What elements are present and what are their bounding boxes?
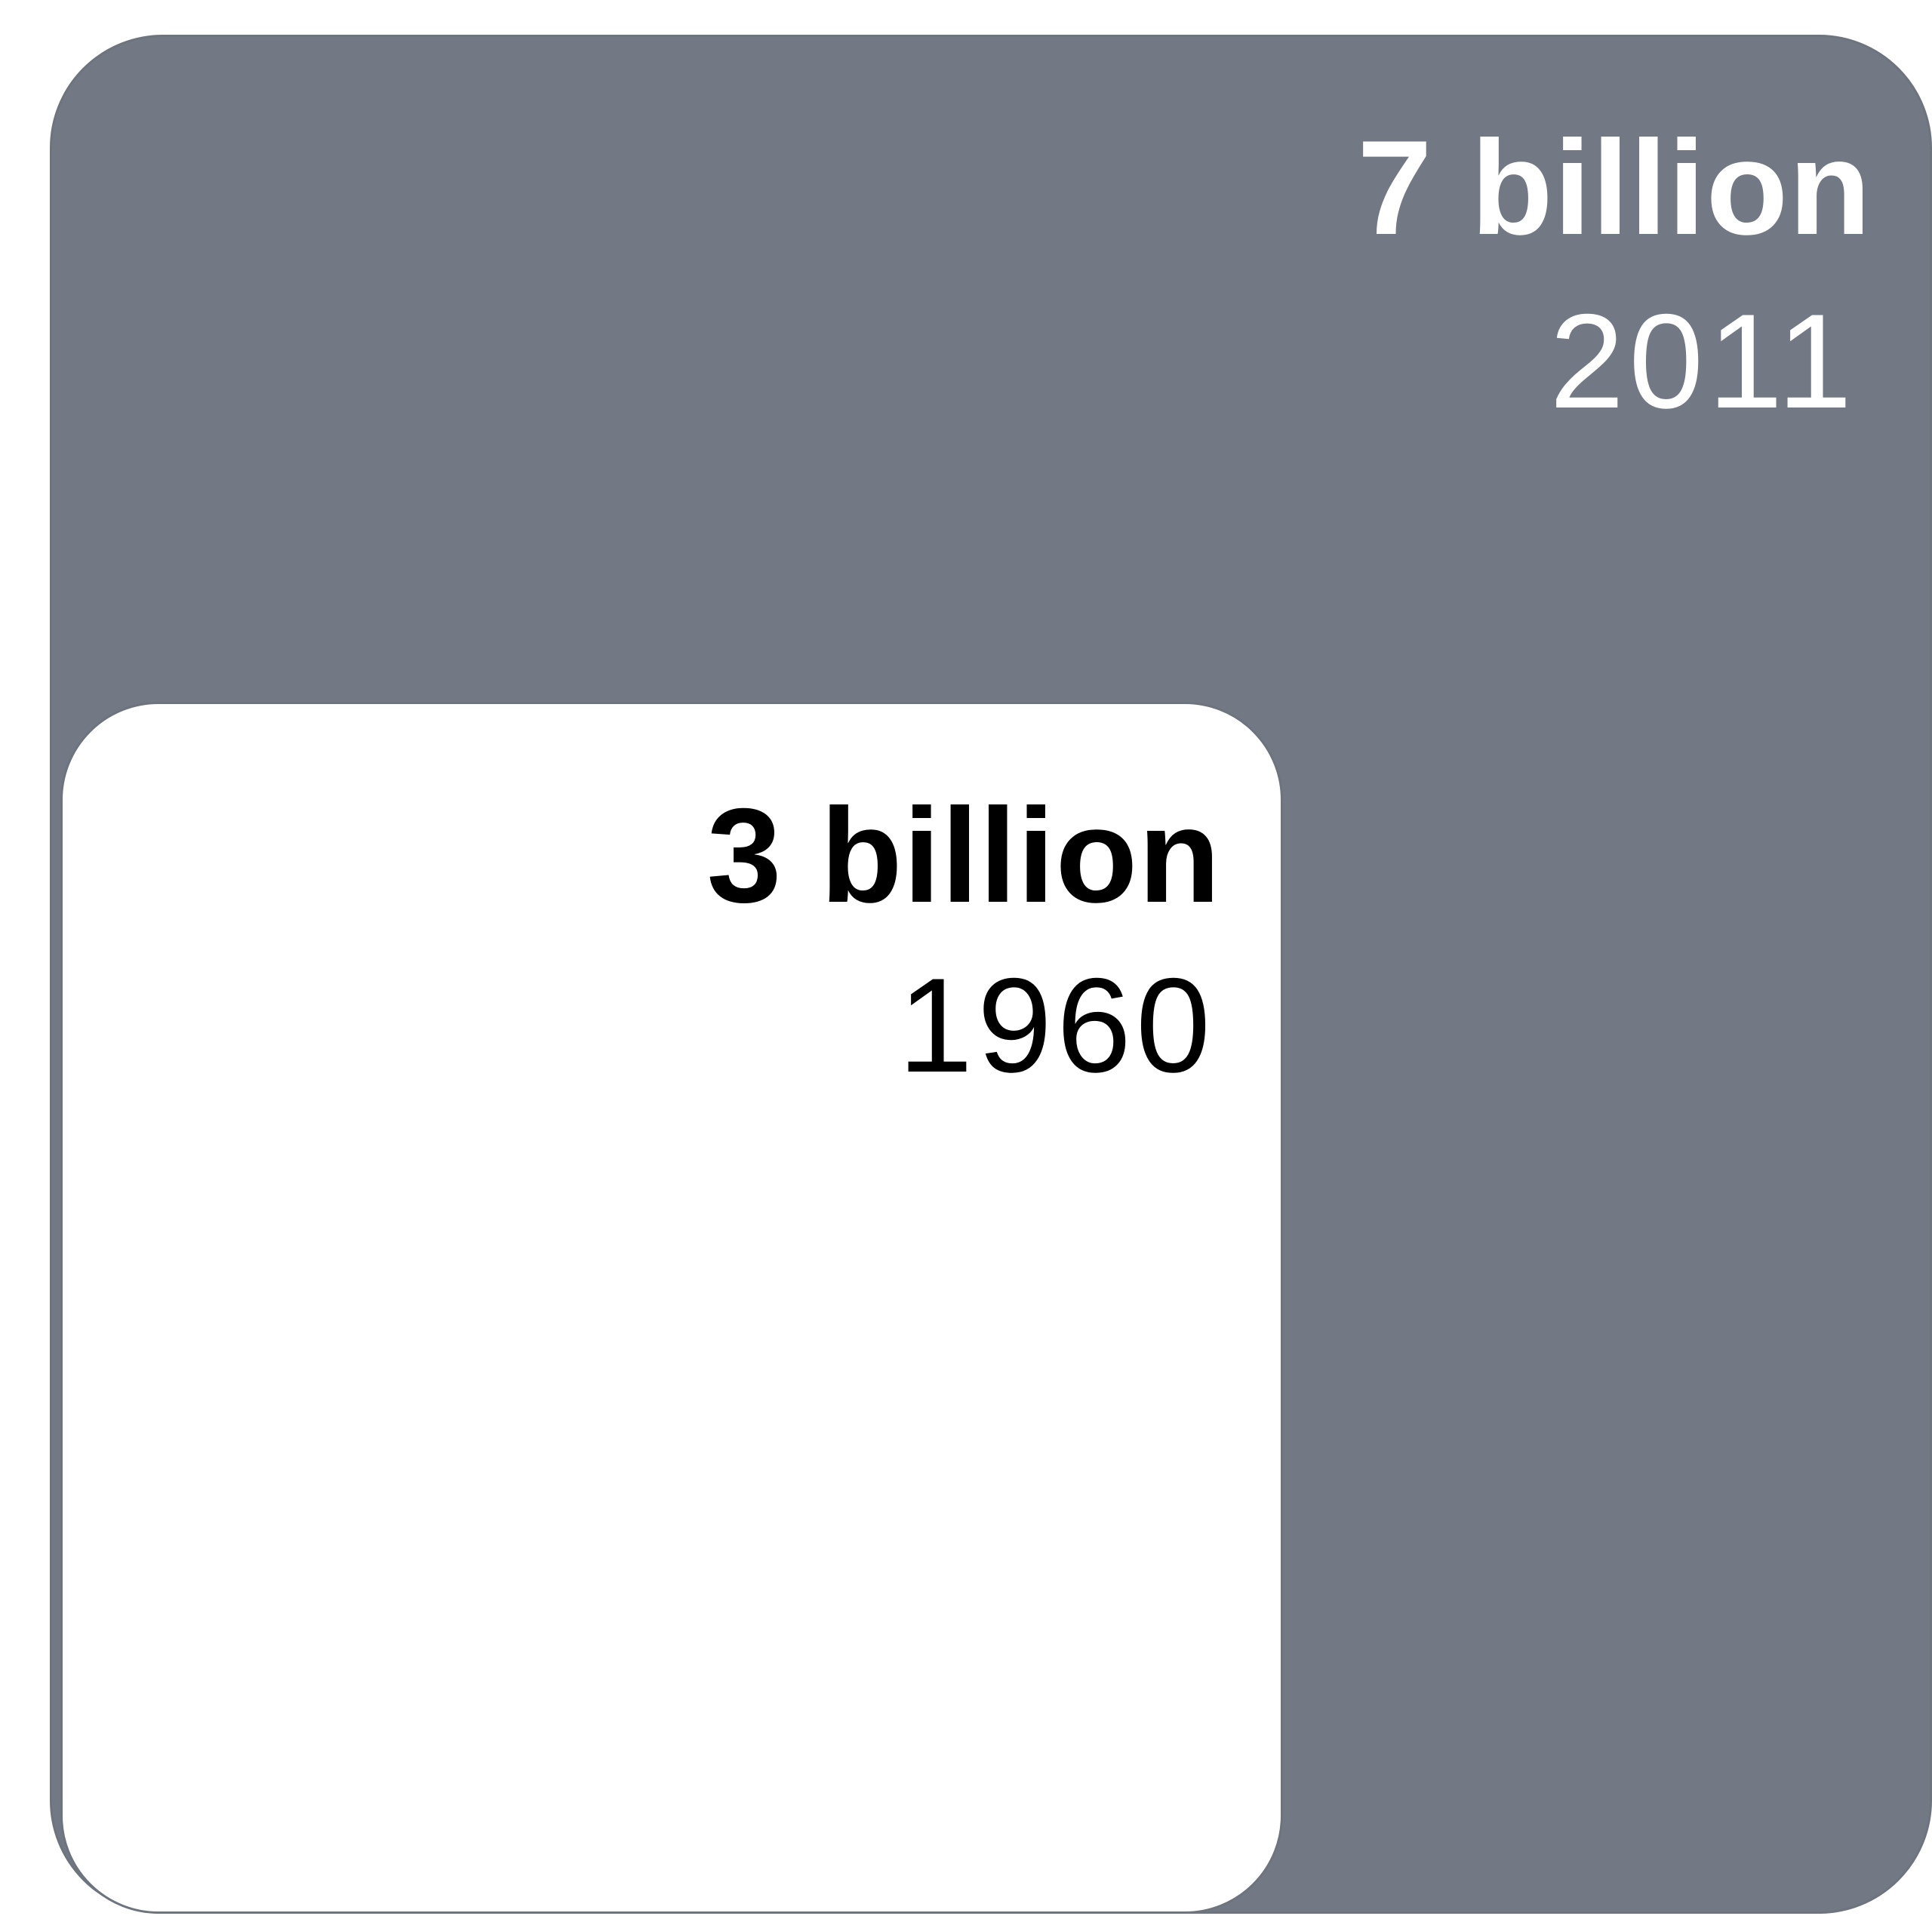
population-2011-value-label: 7 billion — [1357, 112, 1872, 263]
population-1960-value-label: 3 billion — [706, 780, 1221, 930]
population-1960-square — [60, 702, 1283, 1914]
population-1960-year-label: 1960 — [898, 950, 1215, 1100]
population-2011-year-label: 2011 — [1549, 286, 1857, 436]
